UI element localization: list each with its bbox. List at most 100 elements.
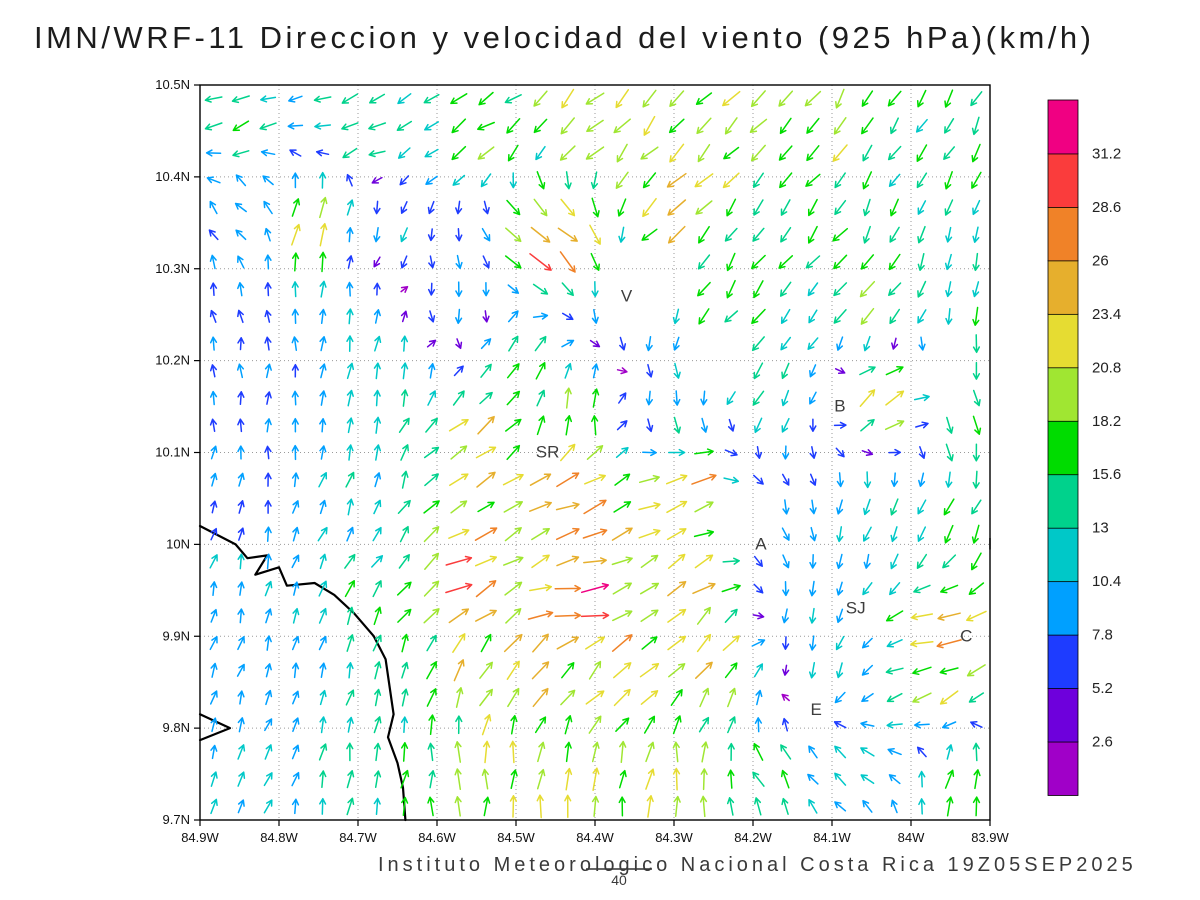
wind-arrow <box>346 662 354 679</box>
wind-arrow <box>319 418 327 433</box>
wind-arrow <box>946 796 954 817</box>
wind-arrow <box>860 720 875 729</box>
wind-arrow <box>319 251 327 273</box>
wind-arrow <box>809 635 817 651</box>
wind-arrow <box>397 147 411 159</box>
wind-arrow <box>611 634 633 652</box>
wind-arrow <box>615 171 629 189</box>
wind-arrow <box>346 335 354 352</box>
wind-arrow <box>423 608 440 624</box>
footer-credit: Instituto Meteorologico Nacional Costa R… <box>378 854 1137 876</box>
wind-arrow <box>807 225 818 244</box>
wind-arrow <box>474 555 498 567</box>
wind-arrow <box>591 795 600 817</box>
wind-arrow <box>319 336 327 352</box>
wind-arrow <box>582 528 608 539</box>
wind-arrow <box>532 283 549 295</box>
wind-arrow <box>537 741 546 763</box>
wind-arrow <box>917 280 927 298</box>
wind-arrow <box>972 389 981 407</box>
wind-arrow <box>836 499 844 515</box>
wind-arrow <box>532 312 549 320</box>
wind-arrow <box>781 473 790 486</box>
wind-arrow <box>561 339 575 348</box>
wind-arrow <box>209 554 218 569</box>
y-tick-label: 10.1N <box>155 445 190 460</box>
wind-arrow <box>533 90 548 107</box>
wind-arrow <box>317 526 328 542</box>
wind-arrow <box>673 416 681 434</box>
wind-arrow <box>264 254 272 270</box>
reference-vector-value: 40 <box>611 872 627 888</box>
wind-arrow <box>235 174 247 187</box>
wind-arrow <box>318 635 327 651</box>
wind-arrow <box>424 121 440 131</box>
wind-arrow <box>374 472 382 488</box>
wind-arrow <box>724 310 739 323</box>
wind-arrow <box>779 117 792 135</box>
wind-arrow <box>237 799 245 814</box>
wind-arrow <box>479 688 493 707</box>
wind-arrow <box>751 336 765 352</box>
wind-arrow <box>834 691 846 704</box>
wind-arrow <box>590 252 600 271</box>
wind-arrow <box>509 795 518 818</box>
wind-arrow <box>396 581 412 596</box>
wind-arrow <box>695 661 713 679</box>
wind-arrow <box>371 555 384 568</box>
wind-arrow <box>561 662 575 679</box>
wind-arrow <box>645 741 655 763</box>
wind-arrow <box>372 580 382 598</box>
colorbar-label: 10.4 <box>1092 573 1121 590</box>
wind-arrow <box>209 418 218 433</box>
wind-arrow <box>944 118 955 134</box>
wind-arrow <box>374 335 382 352</box>
wind-arrow <box>209 309 217 323</box>
wind-arrow <box>889 117 899 135</box>
wind-arrow <box>507 284 520 294</box>
wind-arrow <box>368 150 386 158</box>
wind-arrow <box>560 117 575 135</box>
wind-arrow <box>260 149 276 157</box>
wind-arrow <box>503 633 523 653</box>
wind-arrow <box>646 795 654 818</box>
colorbar-label: 5.2 <box>1092 680 1113 697</box>
wind-arrow <box>313 95 332 103</box>
coastline <box>198 524 407 822</box>
colorbar-segment <box>1047 259 1079 315</box>
wind-arrow <box>619 336 627 351</box>
wind-arrow <box>452 390 465 406</box>
wind-arrow <box>615 717 630 732</box>
wind-arrow <box>504 527 522 542</box>
wind-arrow <box>944 89 954 108</box>
wind-arrow <box>425 417 438 433</box>
wind-arrow <box>804 90 822 107</box>
x-tick-label: 84.6W <box>418 830 456 845</box>
wind-arrow <box>561 312 574 321</box>
wind-arrow <box>210 798 218 815</box>
wind-arrow <box>373 362 381 380</box>
wind-arrow <box>971 143 981 163</box>
wind-arrow <box>779 281 792 297</box>
wind-arrow <box>915 421 929 429</box>
wind-arrow <box>693 529 715 538</box>
wind-arrow <box>346 389 354 407</box>
wind-arrow <box>888 282 902 296</box>
wind-arrow <box>640 690 659 705</box>
wind-arrow <box>781 362 790 380</box>
wind-arrow <box>292 526 300 542</box>
x-tick-label: 84W <box>898 830 925 845</box>
x-tick-label: 84.3W <box>655 830 693 845</box>
wind-arrow <box>291 444 299 461</box>
wind-arrow <box>318 580 328 597</box>
wind-arrow <box>289 149 302 157</box>
wind-arrow <box>346 526 354 542</box>
wind-arrow <box>209 364 218 378</box>
wind-arrow <box>588 715 602 734</box>
wind-arrow <box>694 501 714 513</box>
coastline-path <box>198 524 407 822</box>
wind-arrow <box>724 608 738 623</box>
wind-arrow <box>913 394 930 402</box>
wind-arrow <box>474 527 498 541</box>
wind-arrow <box>291 336 299 351</box>
